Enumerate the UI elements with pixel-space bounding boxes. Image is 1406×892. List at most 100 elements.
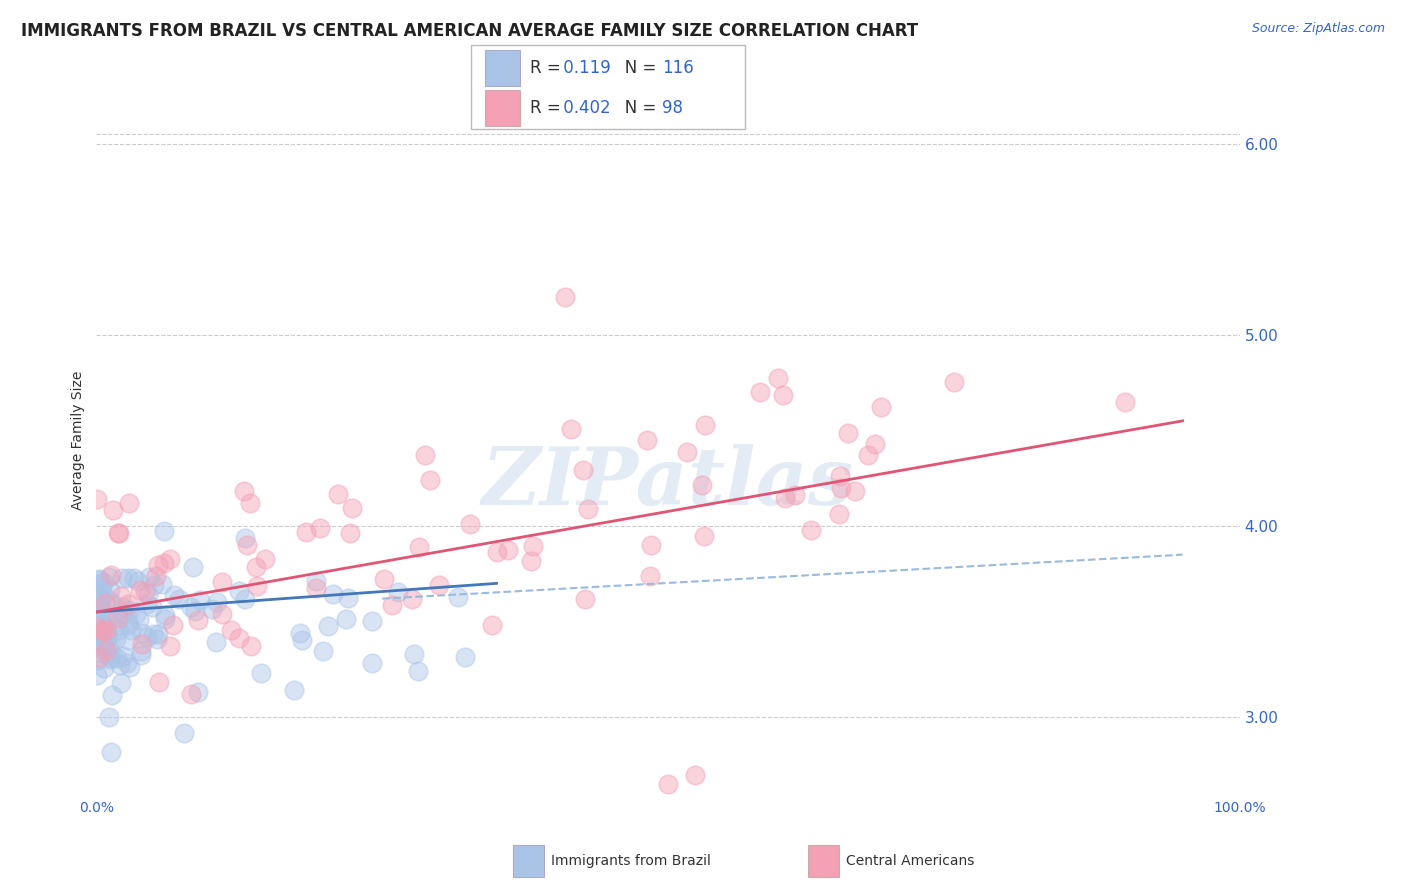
Point: [86, 491, 108, 506]
Point: [361, 656, 384, 670]
Point: [159, 639, 181, 653]
Point: [94, 623, 117, 637]
Point: [250, 666, 273, 681]
Point: [107, 525, 129, 540]
Point: [143, 577, 166, 591]
Point: [117, 618, 139, 632]
Point: [103, 598, 125, 612]
Point: [404, 647, 426, 661]
Point: [828, 469, 851, 483]
Point: [93, 661, 115, 675]
Point: [90, 624, 112, 639]
Point: [800, 523, 823, 537]
Point: [125, 607, 148, 621]
Point: [783, 487, 806, 501]
Point: [381, 598, 404, 612]
Point: [205, 595, 228, 609]
Point: [401, 592, 423, 607]
Point: [97, 710, 120, 724]
Point: [122, 571, 145, 585]
Point: [211, 607, 233, 621]
Point: [142, 627, 165, 641]
Point: [101, 688, 124, 702]
Point: [290, 625, 312, 640]
Point: [145, 569, 167, 583]
Point: [640, 538, 662, 552]
Point: [105, 619, 128, 633]
Point: [211, 574, 233, 589]
Text: IMMIGRANTS FROM BRAZIL VS CENTRAL AMERICAN AVERAGE FAMILY SIZE CORRELATION CHART: IMMIGRANTS FROM BRAZIL VS CENTRAL AMERIC…: [21, 22, 918, 40]
Point: [844, 483, 866, 498]
Point: [100, 745, 122, 759]
Point: [828, 507, 851, 521]
Point: [98, 570, 121, 584]
Point: [111, 607, 134, 621]
Point: [481, 618, 503, 632]
Point: [90, 590, 112, 604]
Point: [87, 641, 110, 656]
Point: [136, 597, 159, 611]
Text: 116: 116: [662, 60, 695, 78]
Point: [110, 589, 132, 603]
Point: [683, 767, 706, 781]
Point: [863, 437, 886, 451]
Point: [571, 463, 593, 477]
Point: [136, 630, 159, 644]
Point: [419, 473, 441, 487]
Point: [91, 633, 114, 648]
Point: [98, 650, 121, 665]
Point: [485, 545, 508, 559]
Point: [675, 445, 697, 459]
Point: [93, 619, 115, 633]
Point: [291, 633, 314, 648]
Point: [89, 597, 111, 611]
Point: [89, 633, 111, 648]
Point: [94, 642, 117, 657]
Point: [283, 683, 305, 698]
Point: [115, 656, 138, 670]
Point: [96, 624, 118, 639]
Point: [309, 521, 332, 535]
Point: [91, 579, 114, 593]
Point: [454, 649, 477, 664]
Point: [239, 496, 262, 510]
Point: [108, 658, 131, 673]
Point: [245, 559, 267, 574]
Point: [134, 585, 156, 599]
Point: [340, 500, 363, 515]
Point: [138, 570, 160, 584]
Point: [87, 573, 110, 587]
Point: [219, 624, 242, 638]
Point: [127, 574, 149, 588]
Point: [91, 574, 114, 589]
Point: [574, 591, 596, 606]
Point: [131, 637, 153, 651]
Point: [96, 646, 118, 660]
Point: [141, 600, 163, 615]
Point: [328, 487, 350, 501]
Point: [100, 567, 122, 582]
Point: [87, 610, 110, 624]
Point: [86, 630, 108, 644]
Point: [112, 599, 135, 614]
Point: [408, 540, 430, 554]
Point: [233, 592, 256, 607]
Text: R =: R =: [530, 60, 567, 78]
Text: Central Americans: Central Americans: [846, 854, 974, 868]
Point: [146, 627, 169, 641]
Point: [110, 571, 132, 585]
Point: [117, 615, 139, 629]
Point: [129, 644, 152, 658]
Point: [93, 625, 115, 640]
Point: [187, 614, 209, 628]
Point: [173, 726, 195, 740]
Point: [188, 592, 211, 607]
Text: Immigrants from Brazil: Immigrants from Brazil: [551, 854, 711, 868]
Point: [89, 650, 111, 665]
Point: [98, 582, 121, 597]
Point: [120, 623, 142, 637]
Point: [690, 478, 713, 492]
Point: [406, 664, 429, 678]
Point: [339, 525, 361, 540]
Point: [155, 607, 177, 622]
